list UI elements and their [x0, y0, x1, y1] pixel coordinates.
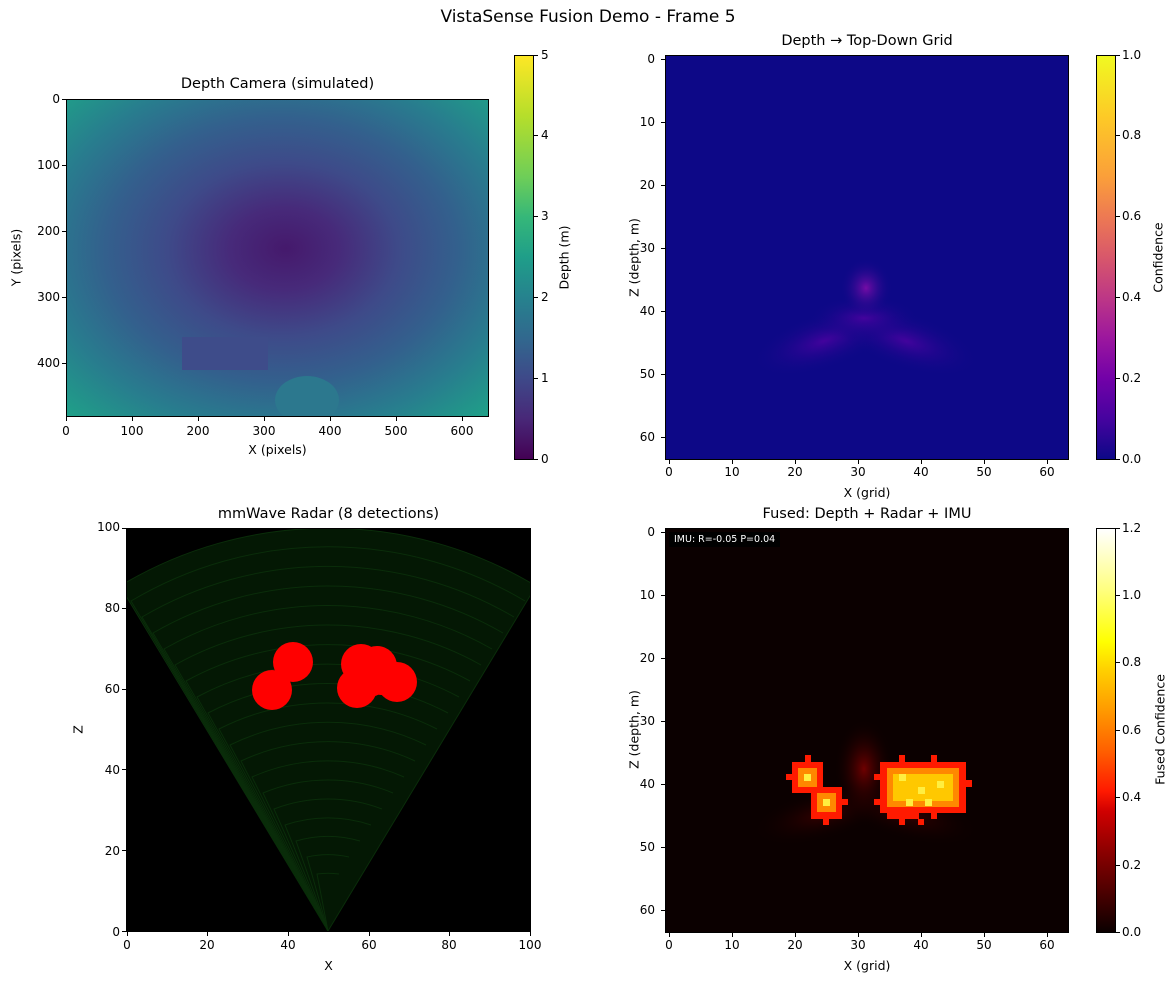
cbar-tick: 0.2	[1122, 371, 1142, 385]
cbar-tick: 0.6	[1122, 209, 1142, 223]
ytick: 400	[37, 356, 60, 370]
xtick: 40	[913, 938, 929, 952]
xtick: 400	[318, 424, 342, 438]
cbar-tick: 0.6	[1122, 723, 1142, 737]
cbar-tick: 1.0	[1122, 588, 1142, 602]
depth-camera-xlabel: X (pixels)	[248, 442, 307, 457]
cbar-tick: 0.8	[1122, 128, 1142, 142]
xtick: 50	[976, 938, 992, 952]
xtick: 20	[787, 938, 803, 952]
cbar-tick: 5	[541, 48, 549, 62]
ytick: 20	[104, 844, 120, 858]
depth-colorbar	[514, 55, 534, 460]
figure-suptitle: VistaSense Fusion Demo - Frame 5	[440, 7, 736, 27]
cbar-tick: 1.0	[1122, 48, 1142, 62]
depth-colorbar-label: Depth (m)	[556, 225, 572, 290]
fused-colorbar-label: Fused Confidence	[1152, 674, 1168, 785]
cbar-tick: 0.0	[1122, 925, 1142, 939]
xtick: 0	[665, 465, 673, 479]
ytick: 50	[639, 367, 655, 381]
cbar-tick: 0.2	[1122, 858, 1142, 872]
ytick: 10	[639, 115, 655, 129]
ytick: 40	[104, 763, 120, 777]
xtick: 0	[123, 938, 131, 952]
radar-ylabel: Z	[70, 725, 86, 734]
cbar-tick: 3	[541, 209, 549, 223]
depth-camera-ylabel: Y (pixels)	[8, 228, 24, 287]
ytick: 10	[639, 588, 655, 602]
ytick: 0	[647, 525, 655, 539]
ytick: 300	[37, 290, 60, 304]
xtick: 200	[186, 424, 210, 438]
xtick: 50	[976, 465, 992, 479]
radar-xlabel: X	[324, 958, 333, 973]
ytick: 20	[639, 178, 655, 192]
ytick: 100	[37, 158, 60, 172]
xtick: 600	[450, 424, 474, 438]
topdown-title: Depth → Top-Down Grid	[781, 33, 953, 49]
confidence-colorbar-label: Confidence	[1150, 222, 1166, 293]
ytick: 20	[639, 651, 655, 665]
ytick: 0	[112, 925, 120, 939]
xtick: 10	[724, 938, 740, 952]
xtick: 20	[787, 465, 803, 479]
xtick: 60	[1039, 938, 1055, 952]
xtick: 10	[724, 465, 740, 479]
ytick: 200	[37, 224, 60, 238]
xtick: 80	[441, 938, 457, 952]
ytick: 40	[639, 777, 655, 791]
ytick: 50	[639, 840, 655, 854]
imu-annotation: IMU: R=-0.05 P=0.04	[669, 532, 781, 547]
xtick: 40	[913, 465, 929, 479]
cbar-tick: 0.4	[1122, 290, 1142, 304]
xtick: 60	[361, 938, 377, 952]
fused-colorbar	[1096, 528, 1116, 933]
xtick: 0	[62, 424, 70, 438]
cbar-tick: 1.2	[1122, 521, 1142, 535]
fused-title: Fused: Depth + Radar + IMU	[762, 506, 972, 522]
ytick: 0	[647, 52, 655, 66]
cbar-tick: 0.0	[1122, 452, 1142, 466]
ytick: 0	[52, 92, 60, 106]
cbar-tick: 1	[541, 371, 549, 385]
topdown-xlabel: X (grid)	[843, 485, 891, 500]
xtick: 0	[665, 938, 673, 952]
depth-camera-title: Depth Camera (simulated)	[180, 76, 375, 92]
depth-camera-image	[66, 99, 489, 417]
xtick: 300	[252, 424, 276, 438]
ytick: 80	[104, 601, 120, 615]
cbar-tick: 4	[541, 128, 549, 142]
fused-xlabel: X (grid)	[843, 958, 891, 973]
xtick: 20	[199, 938, 215, 952]
xtick: 30	[850, 938, 866, 952]
topdown-heatmap	[665, 55, 1069, 460]
radar-detections	[252, 642, 417, 710]
ytick: 60	[104, 682, 120, 696]
radar-title: mmWave Radar (8 detections)	[217, 506, 440, 522]
xtick: 40	[280, 938, 296, 952]
ytick: 60	[639, 903, 655, 917]
cbar-tick: 0.4	[1122, 790, 1142, 804]
xtick: 30	[850, 465, 866, 479]
xtick: 500	[384, 424, 408, 438]
fused-heatmap: IMU: R=-0.05 P=0.04	[665, 528, 1069, 933]
ytick: 30	[639, 241, 655, 255]
cbar-tick: 2	[541, 290, 549, 304]
radar-plot	[126, 528, 531, 932]
cbar-tick: 0	[541, 452, 549, 466]
xtick: 60	[1039, 465, 1055, 479]
xtick: 100	[518, 938, 542, 952]
ytick: 100	[97, 520, 120, 534]
xtick: 100	[120, 424, 144, 438]
ytick: 30	[639, 714, 655, 728]
ytick: 40	[639, 304, 655, 318]
ytick: 60	[639, 430, 655, 444]
confidence-colorbar	[1096, 55, 1116, 460]
fused-ylabel: Z (depth, m)	[626, 690, 642, 769]
topdown-ylabel: Z (depth, m)	[626, 218, 642, 297]
cbar-tick: 0.8	[1122, 655, 1142, 669]
